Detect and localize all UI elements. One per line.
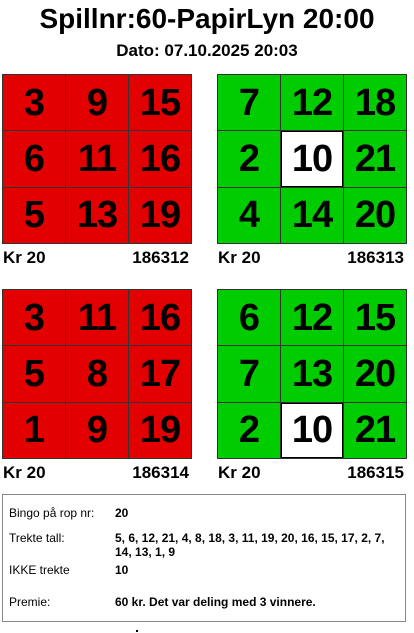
bingo-cell: 17 [129, 346, 192, 403]
bingo-cell: 11 [66, 290, 129, 347]
card-id: 186313 [347, 248, 404, 267]
bingo-call-value: 20 [115, 506, 129, 520]
game-date: Dato: 07.10.2025 20:03 [116, 41, 298, 60]
bingo-cell: 21 [344, 402, 407, 459]
bingo-cell: 1 [3, 402, 66, 459]
bingo-grid: 6 12 15 7 13 20 2 10 21 [217, 289, 407, 459]
card-id: 186312 [132, 248, 189, 267]
not-drawn-label: IKKE trekte [9, 563, 70, 577]
bingo-cell: 19 [129, 187, 192, 244]
bingo-grid: 3 11 16 5 8 17 1 9 19 [2, 289, 192, 459]
bingo-cell: 2 [218, 131, 281, 188]
prize-label: Premie: [9, 595, 51, 609]
bingo-cell: 13 [66, 187, 129, 244]
bingo-cell: 9 [66, 75, 129, 132]
bingo-cell: 8 [66, 346, 129, 403]
bingo-grid: 7 12 18 2 10 21 4 14 20 [217, 74, 407, 244]
not-drawn-value: 10 [115, 563, 129, 577]
bingo-grid: 3 9 15 6 11 16 5 13 19 [2, 74, 192, 244]
bingo-cell: 3 [3, 290, 66, 347]
result-summary: Bingo på rop nr: 20 Trekte tall: 5, 6, 1… [2, 494, 406, 622]
game-title: Spillnr:60-PapirLyn 20:00 [39, 3, 375, 34]
bingo-cell: 18 [344, 75, 407, 132]
bingo-cell: 16 [129, 290, 192, 347]
drawn-numbers-value: 5, 6, 12, 21, 4, 8, 18, 3, 11, 19, 20, 1… [115, 531, 385, 559]
bingo-cell: 15 [129, 75, 192, 132]
bingo-call-label: Bingo på rop nr: [9, 506, 95, 520]
bingo-cell: 5 [3, 187, 66, 244]
bingo-cell: 21 [344, 131, 407, 188]
card-id: 186314 [132, 463, 189, 482]
prize-value: 60 kr. Det var deling med 3 vinnere. [115, 595, 316, 609]
bingo-cell: 13 [281, 346, 344, 403]
bingo-cell: 7 [218, 346, 281, 403]
bingo-cell: 7 [218, 75, 281, 132]
bingo-cell: 10 [281, 131, 344, 188]
card-id: 186315 [347, 463, 404, 482]
bingo-cell: 5 [3, 346, 66, 403]
bingo-cell: 6 [218, 290, 281, 347]
bingo-cell: 14 [281, 187, 344, 244]
stray-dot [136, 630, 138, 632]
drawn-numbers-label: Trekte tall: [9, 531, 65, 545]
card-price: Kr 20 [3, 463, 46, 482]
bingo-cell: 12 [281, 290, 344, 347]
bingo-cell: 16 [129, 131, 192, 188]
card-price: Kr 20 [218, 248, 261, 267]
bingo-cell: 9 [66, 402, 129, 459]
card-price: Kr 20 [218, 463, 261, 482]
bingo-cell: 12 [281, 75, 344, 132]
bingo-cell: 11 [66, 131, 129, 188]
bingo-cell: 4 [218, 187, 281, 244]
bingo-cell: 20 [344, 346, 407, 403]
card-price: Kr 20 [3, 248, 46, 267]
bingo-cell: 3 [3, 75, 66, 132]
bingo-cell: 20 [344, 187, 407, 244]
bingo-cell: 2 [218, 402, 281, 459]
bingo-cell: 15 [344, 290, 407, 347]
bingo-cell: 19 [129, 402, 192, 459]
bingo-cell: 10 [281, 402, 344, 459]
bingo-cell: 6 [3, 131, 66, 188]
